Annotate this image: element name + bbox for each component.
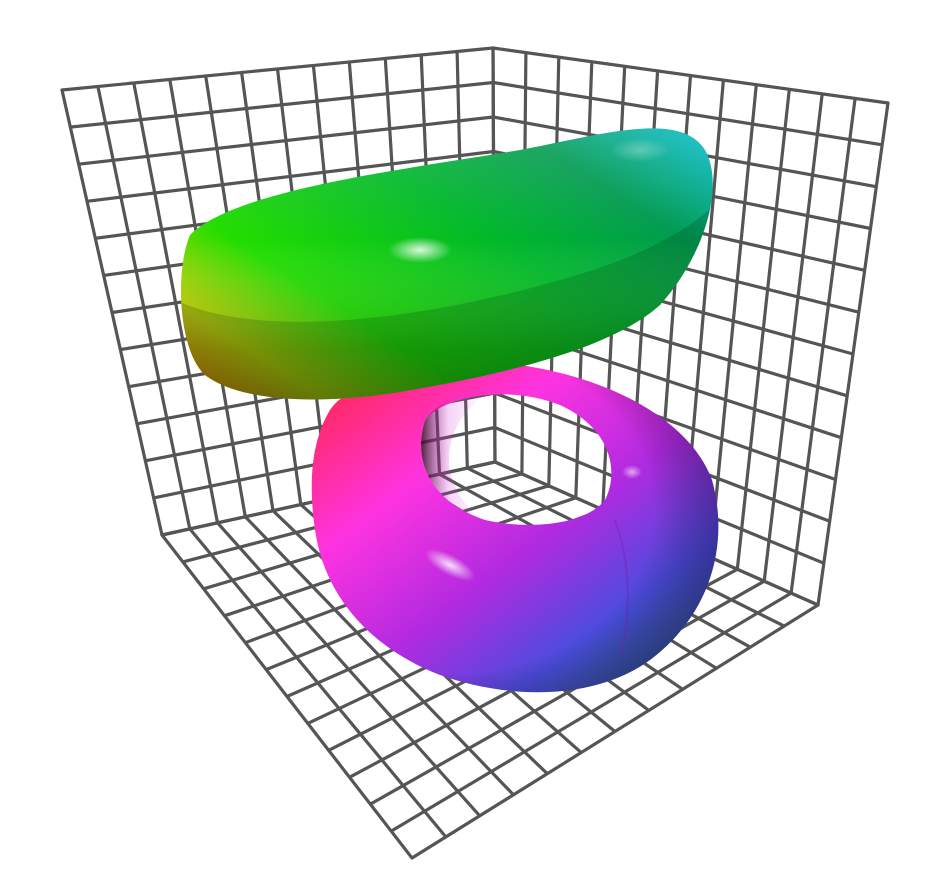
upper-torus-highlight [388, 237, 452, 263]
lower-torus [311, 362, 719, 693]
lower-torus-highlight-small [622, 465, 642, 479]
lower-torus-inner-wall [421, 391, 490, 520]
lower-torus-shading [311, 362, 719, 693]
lower-torus-seam [614, 519, 629, 661]
lower-torus-highlight [424, 549, 476, 581]
upper-torus [181, 128, 713, 400]
upper-torus-highlight-soft [610, 138, 670, 162]
